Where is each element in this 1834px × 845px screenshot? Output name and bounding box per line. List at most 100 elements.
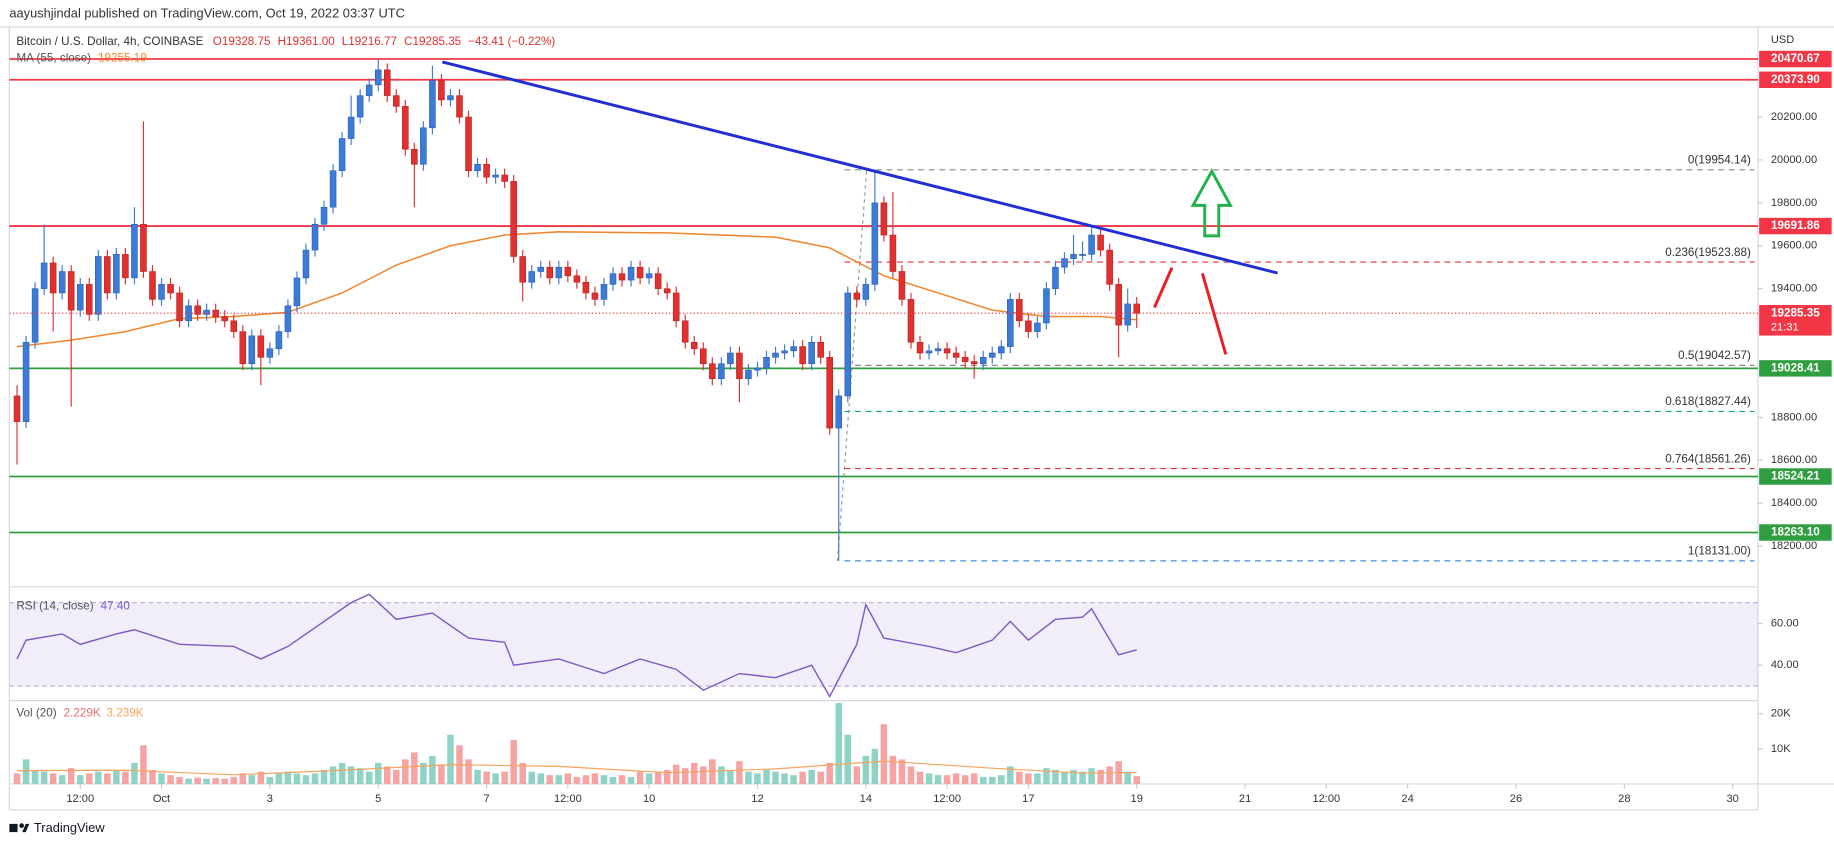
candle-body [663,288,671,294]
volume-bar [248,775,256,784]
y-tick-label: 19400.00 [1771,283,1817,295]
candle-body [709,363,716,380]
volume-bar [618,775,626,784]
candle-body [383,69,391,96]
logo-mark [19,823,24,828]
candle-body [988,352,996,358]
rsi-legend: RSI (14, close) 47.40 [16,600,130,613]
candle-body [131,224,138,279]
candle-body [483,163,490,178]
x-tick-label: 12:00 [554,793,582,805]
volume-bar [275,773,283,784]
volume-bar [754,773,761,784]
level-price-label: 19691.86 [1771,219,1820,232]
x-tick-label: 30 [1727,793,1739,805]
level-price-box [1759,468,1832,485]
volume-bar [402,759,409,784]
level-price-box [1759,71,1832,88]
volume-bar [420,762,427,784]
candle-body [772,352,779,358]
volume-bar [871,748,879,784]
current-price-label: 19285.35 [1771,306,1820,319]
candle-body [1079,254,1086,256]
candle-body [275,331,283,350]
volume-bar [203,778,210,784]
volume-bar [609,776,617,784]
candle-body [266,348,274,358]
volume-bar [49,773,57,784]
candle-body [799,346,806,365]
volume-bar [58,775,66,784]
rsi-name: RSI (14, close) [16,600,93,613]
candle-body [727,352,734,365]
volume-bar [257,771,265,784]
level-price-box [1759,524,1832,541]
volume-bar [799,771,806,784]
level-price-label: 18263.10 [1771,526,1820,539]
ohlc-high: H19361.00 [278,35,336,48]
volume-ma-line [17,760,1137,776]
volume-value: 2.229K [64,707,101,720]
candle-body [564,266,572,277]
candle-body [907,299,915,343]
volume-bar [663,769,671,784]
volume-bar [998,775,1005,784]
y-tick-label: 18400.00 [1771,497,1817,509]
candle-body [167,284,174,294]
candle-body [817,341,824,358]
volume-bar [636,771,644,784]
volume-bar [86,773,93,784]
volume-bar [149,769,156,784]
candle-body [808,341,815,365]
volume-bar [591,773,599,784]
candle-body [1052,266,1059,289]
up-arrow-annotation [1190,168,1233,238]
volume-bar [1106,766,1113,784]
x-tick-label: Oct [153,793,171,805]
candle-body [447,95,454,101]
x-tick-label: 14 [860,793,872,805]
volume-bar [600,775,608,784]
volume-bar [736,761,743,784]
volume-bar [311,773,319,784]
candle-body [889,234,897,272]
candle-body [600,284,608,300]
volume-bar [131,762,138,784]
volume-bar [40,771,48,784]
volume-bar [537,773,545,784]
candle-body [393,95,400,107]
x-tick-label: 12 [751,793,763,805]
y-tick-label: 20000.00 [1771,154,1817,166]
legend: Bitcoin / U.S. Dollar, 4h, COINBASE O1932… [16,35,555,719]
candle-body [998,346,1005,354]
candle-body [826,357,833,429]
candle-body [104,256,111,294]
candle-body [203,309,210,315]
volume-bar [447,734,454,784]
candle-body [645,273,653,279]
countdown-label: 21:31 [1771,321,1799,333]
footer-logo: TradingView [9,820,105,835]
candle-body [754,367,761,371]
volume-bar [293,773,301,784]
volume-bar [925,773,933,784]
volume-bar [772,771,779,784]
volume-bar [880,724,888,784]
candle-body [835,395,843,429]
volume-bar [22,759,30,784]
candle-body [176,292,183,322]
volume-bar [113,769,120,784]
volume-bar [555,775,563,784]
ma-legend: MA (55, close) 19255.19 [16,52,146,65]
x-tick-label: 12:00 [66,793,94,805]
footer-text: TradingView [34,820,105,835]
candle-body [672,292,680,322]
volume-bar [76,775,84,784]
fib-label: 0.764(18561.26) [1665,452,1751,465]
fib-label: 0(19954.14) [1688,154,1751,167]
volume-bar [1034,773,1041,784]
candle-body [40,262,48,289]
candle-body [853,292,861,300]
volume-bar [1043,768,1050,784]
volume-bar [654,771,662,784]
